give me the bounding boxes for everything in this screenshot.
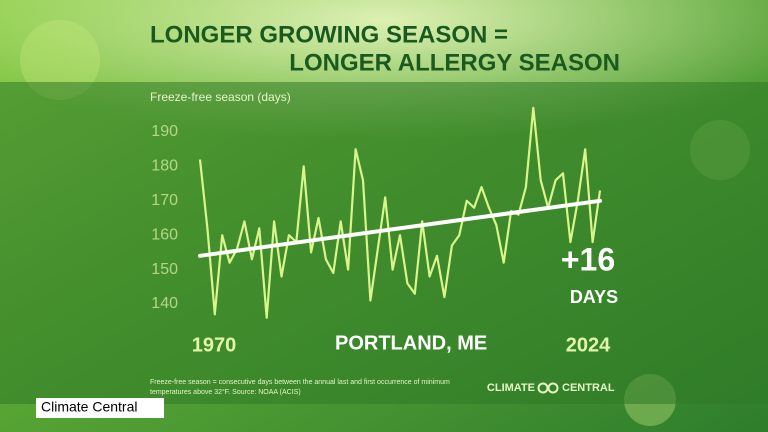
- y-tick-label: 190: [151, 123, 178, 140]
- change-label: +16: [561, 241, 615, 277]
- trend-line: [198, 198, 602, 258]
- y-tick-label: 160: [151, 226, 178, 243]
- y-tick-label: 180: [151, 158, 178, 175]
- brand-logo: [547, 382, 559, 394]
- bokeh: [20, 20, 100, 100]
- brand: CLIMATE: [487, 382, 535, 394]
- change-unit: DAYS: [570, 287, 618, 307]
- brand: CENTRAL: [562, 382, 615, 394]
- chart-title: LONGER ALLERGY SEASON: [289, 49, 620, 76]
- y-tick-label: 150: [151, 261, 178, 278]
- x-tick-label: 1970: [192, 334, 237, 356]
- footnote: temperatures above 32°F. Source: NOAA (A…: [150, 388, 301, 396]
- y-tick-label: 140: [151, 295, 178, 312]
- x-tick-label: 2024: [566, 334, 611, 356]
- chart-panel: [0, 82, 768, 404]
- footnote: Freeze-free season = consecutive days be…: [150, 379, 450, 386]
- data-line: [198, 106, 602, 319]
- tag: Climate Central: [41, 399, 137, 415]
- y-axis-label: Freeze-free season (days): [150, 90, 291, 104]
- y-tick-label: 170: [151, 192, 178, 209]
- tag-box: [36, 398, 164, 418]
- chart-title: LONGER GROWING SEASON =: [150, 21, 508, 48]
- location-label: PORTLAND, ME: [335, 332, 487, 354]
